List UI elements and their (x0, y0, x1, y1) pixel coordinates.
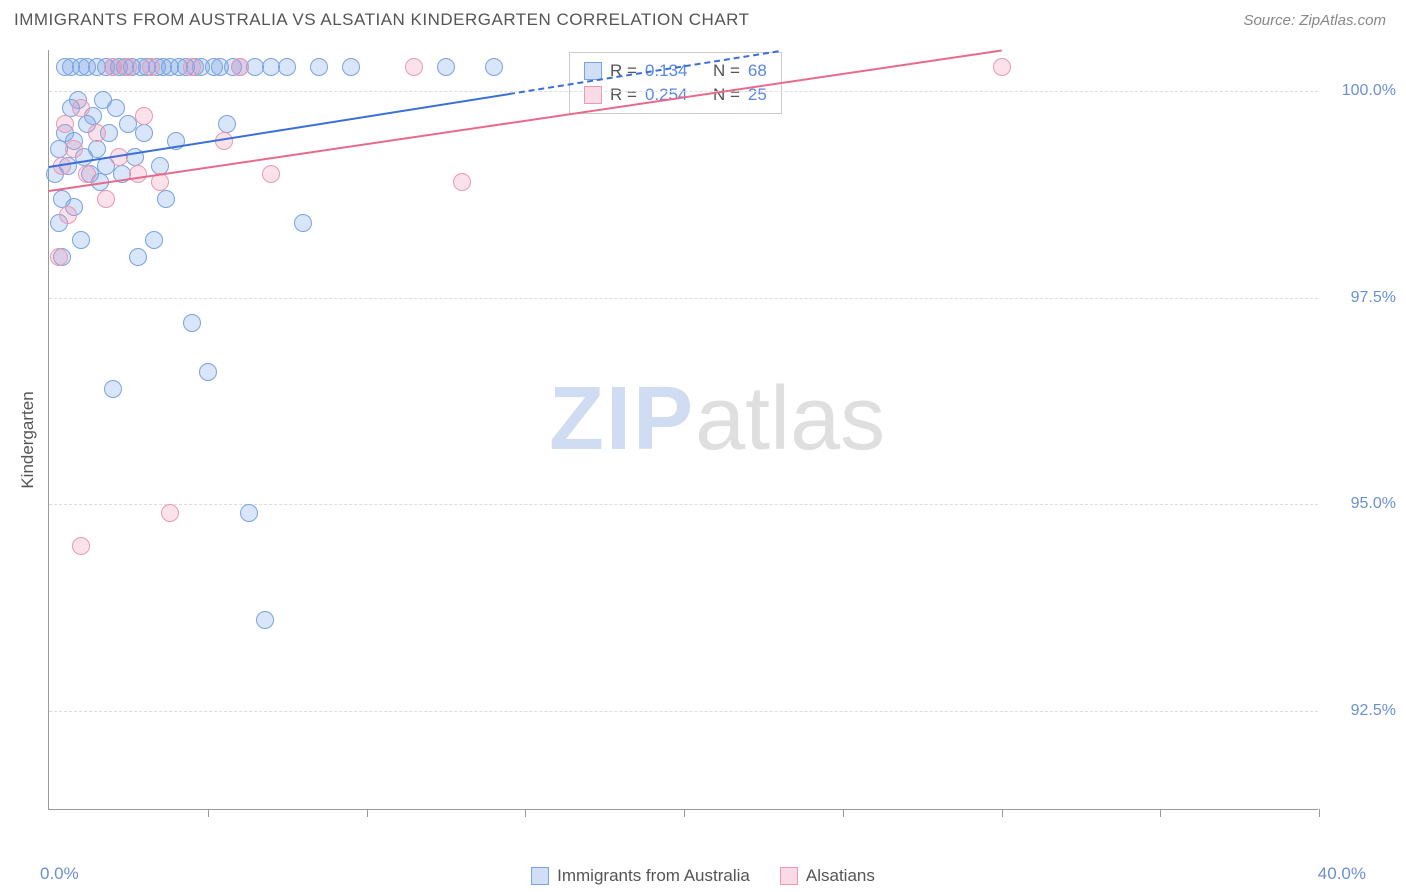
data-point (256, 611, 274, 629)
data-point (59, 206, 77, 224)
data-point (145, 231, 163, 249)
x-tick (1160, 809, 1161, 817)
data-point (142, 58, 160, 76)
x-min-label: 0.0% (40, 864, 79, 884)
data-point (453, 173, 471, 191)
data-point (129, 248, 147, 266)
legend-row-s2: R = 0.254 N = 25 (584, 83, 767, 107)
y-tick-label: 92.5% (1351, 702, 1396, 720)
legend-row-s1: R = 0.134 N = 68 (584, 59, 767, 83)
watermark: ZIPatlas (549, 368, 885, 471)
swatch-s2-icon (584, 86, 602, 104)
data-point (104, 380, 122, 398)
data-point (437, 58, 455, 76)
n-label: N = (713, 61, 740, 81)
x-tick (1002, 809, 1003, 817)
data-point (72, 231, 90, 249)
swatch-s1-icon (584, 62, 602, 80)
x-tick (684, 809, 685, 817)
data-point (135, 124, 153, 142)
data-point (183, 314, 201, 332)
data-point (278, 58, 296, 76)
data-point (129, 165, 147, 183)
legend-item-s2: Alsatians (780, 866, 875, 886)
data-point (218, 115, 236, 133)
data-point (72, 99, 90, 117)
data-point (107, 99, 125, 117)
x-tick (367, 809, 368, 817)
data-point (485, 58, 503, 76)
data-point (405, 58, 423, 76)
y-tick-label: 95.0% (1351, 495, 1396, 513)
watermark-part2: atlas (695, 369, 885, 469)
swatch-s1-icon (531, 867, 549, 885)
data-point (88, 124, 106, 142)
bottom-legend: Immigrants from Australia Alsatians (0, 866, 1406, 886)
y-tick-label: 97.5% (1351, 289, 1396, 307)
y-axis-title: Kindergarten (18, 391, 38, 488)
watermark-part1: ZIP (549, 369, 695, 469)
correlation-legend: R = 0.134 N = 68 R = 0.254 N = 25 (569, 52, 782, 114)
x-max-label: 40.0% (1318, 864, 1366, 884)
data-point (97, 190, 115, 208)
gridline (49, 298, 1318, 299)
data-point (135, 107, 153, 125)
data-point (262, 165, 280, 183)
title-bar: IMMIGRANTS FROM AUSTRALIA VS ALSATIAN KI… (0, 0, 1406, 38)
data-point (119, 58, 137, 76)
x-tick (843, 809, 844, 817)
data-point (88, 140, 106, 158)
gridline (49, 504, 1318, 505)
chart-title: IMMIGRANTS FROM AUSTRALIA VS ALSATIAN KI… (14, 10, 750, 30)
data-point (310, 58, 328, 76)
data-point (72, 537, 90, 555)
plot-area: ZIPatlas R = 0.134 N = 68 R = 0.254 N = … (48, 50, 1318, 810)
data-point (993, 58, 1011, 76)
data-point (157, 190, 175, 208)
x-tick (525, 809, 526, 817)
r-label: R = (610, 85, 637, 105)
n-value-s1: 68 (748, 61, 767, 81)
legend-item-s1: Immigrants from Australia (531, 866, 750, 886)
data-point (342, 58, 360, 76)
data-point (50, 248, 68, 266)
data-point (231, 58, 249, 76)
data-point (78, 165, 96, 183)
data-point (199, 363, 217, 381)
source-label: Source: ZipAtlas.com (1243, 12, 1386, 29)
y-tick-label: 100.0% (1342, 82, 1396, 100)
legend-label-s2: Alsatians (806, 866, 875, 886)
data-point (161, 504, 179, 522)
gridline (49, 711, 1318, 712)
data-point (183, 58, 201, 76)
chart: Kindergarten ZIPatlas R = 0.134 N = 68 R… (0, 40, 1406, 892)
x-tick (208, 809, 209, 817)
x-tick (1319, 809, 1320, 817)
swatch-s2-icon (780, 867, 798, 885)
data-point (65, 140, 83, 158)
legend-label-s1: Immigrants from Australia (557, 866, 750, 886)
gridline (49, 91, 1318, 92)
data-point (56, 115, 74, 133)
data-point (294, 214, 312, 232)
data-point (240, 504, 258, 522)
